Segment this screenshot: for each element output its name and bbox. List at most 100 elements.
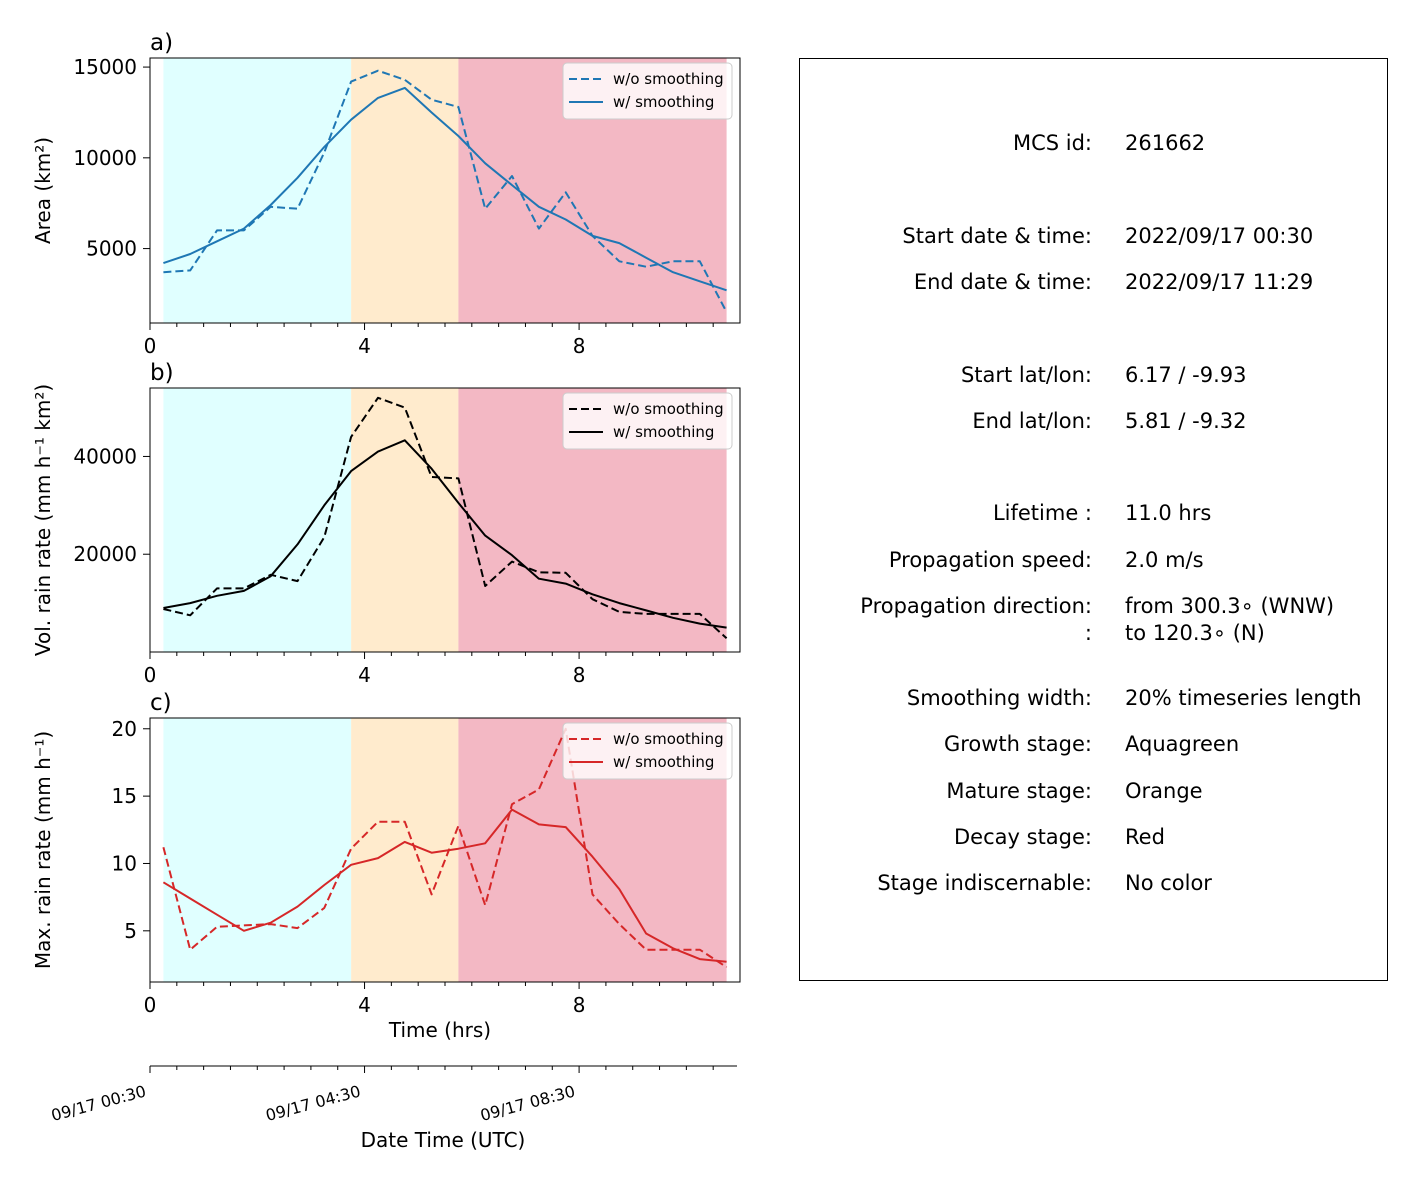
panel-b: 20000 40000 0 4 8 b) Vol. rain rate (mm h⁻¹ km…	[31, 360, 741, 687]
legend-box	[562, 392, 733, 450]
info-row: End date & time: 2022/09/17 11:29	[800, 270, 1387, 300]
date-tick-label: 09/17 08:30	[478, 1082, 577, 1126]
legend-box	[562, 62, 733, 120]
info-label: Start lat/lon:	[960, 363, 1092, 387]
y-axis-label: Area (km²)	[31, 137, 55, 244]
info-value: 6.17 / -9.93	[1125, 363, 1247, 387]
series-group	[163, 396, 728, 640]
info-label: End date & time:	[913, 270, 1092, 294]
info-value: 261662	[1125, 131, 1206, 155]
info-value: to 120.3∘ (N)	[1125, 621, 1265, 645]
info-value: Red	[1125, 825, 1165, 849]
info-value: 20% timeseries length	[1125, 686, 1362, 710]
y-tick-label: 20	[112, 717, 137, 741]
legend-label: w/o smoothing	[613, 400, 724, 418]
info-row: : to 120.3∘ (N)	[800, 621, 1387, 651]
x-tick-label: 4	[358, 993, 371, 1017]
panel-a: 5000 10000 15000 0 4 8 a) Area (km²) w/o smoothi…	[31, 30, 741, 358]
x-tick-label: 0	[144, 993, 157, 1017]
info-row: End lat/lon: 5.81 / -9.32	[800, 409, 1387, 439]
series-group	[163, 69, 728, 313]
info-label: :	[1084, 621, 1092, 645]
panel-label: a)	[150, 30, 173, 56]
series-line-unsmoothed	[163, 69, 728, 313]
legend: w/o smoothing w/ smoothing	[562, 62, 733, 120]
stage-band-mature	[351, 388, 459, 652]
info-value: 2.0 m/s	[1125, 548, 1204, 572]
info-row: Lifetime : 11.0 hrs	[800, 501, 1387, 531]
info-label: Start date & time:	[902, 224, 1092, 248]
info-label: Smoothing width:	[906, 686, 1092, 710]
info-value: Orange	[1125, 779, 1203, 803]
legend-label: w/o smoothing	[613, 730, 724, 748]
y-tick-label: 10000	[73, 146, 137, 170]
info-label: Mature stage:	[946, 779, 1092, 803]
x-tick-label: 4	[358, 334, 371, 358]
series-line-unsmoothed	[162, 727, 728, 969]
x-tick-label: 4	[358, 663, 371, 687]
stage-band-growth	[163, 388, 352, 652]
stage-band-mature	[351, 718, 459, 982]
y-tick-label: 5	[124, 919, 137, 943]
info-row: MCS id: 261662	[800, 131, 1387, 161]
info-row: Start lat/lon: 6.17 / -9.93	[800, 363, 1387, 393]
info-label: Lifetime :	[992, 501, 1092, 525]
y-tick-label: 5000	[86, 237, 137, 261]
info-value: from 300.3∘ (WNW)	[1125, 594, 1335, 618]
x-tick-label: 8	[573, 993, 586, 1017]
x-tick-label: 0	[144, 663, 157, 687]
series-line-unsmoothed	[163, 396, 728, 640]
x-tick-label: 8	[573, 334, 586, 358]
stage-band-mature	[351, 58, 459, 323]
info-row: Mature stage: Orange	[800, 779, 1387, 809]
stage-band-growth	[163, 58, 352, 323]
info-row: Propagation speed: 2.0 m/s	[800, 548, 1387, 578]
x-tick-label: 0	[144, 334, 157, 358]
info-row: Decay stage: Red	[800, 825, 1387, 855]
legend-label: w/ smoothing	[613, 753, 714, 771]
info-label: Growth stage:	[943, 732, 1092, 756]
info-row: Start date & time: 2022/09/17 00:30	[800, 224, 1387, 254]
y-tick-label: 20000	[73, 542, 137, 566]
series-line-smoothed	[163, 439, 727, 629]
legend-box	[562, 722, 733, 780]
x-axis-label: Time (hrs)	[388, 1018, 491, 1042]
y-tick-label: 15	[112, 784, 137, 808]
info-row: Smoothing width: 20% timeseries length	[800, 686, 1387, 716]
info-label: Decay stage:	[954, 825, 1092, 849]
info-value: 2022/09/17 00:30	[1125, 224, 1314, 248]
legend: w/o smoothing w/ smoothing	[562, 722, 733, 780]
x-tick-label: 8	[573, 663, 586, 687]
info-label: MCS id:	[1012, 131, 1092, 155]
mcs-info-panel: MCS id: 261662 Start date & time: 2022/09/1…	[799, 58, 1388, 981]
info-value: No color	[1125, 871, 1212, 895]
series-line-smoothed	[162, 808, 727, 963]
date-axis-label: Date Time (UTC)	[361, 1128, 526, 1152]
legend-label: w/ smoothing	[613, 93, 714, 111]
info-value: 5.81 / -9.32	[1125, 409, 1247, 433]
date-tick-label: 09/17 04:30	[264, 1082, 363, 1126]
info-row: Propagation direction: from 300.3∘ (WNW)	[800, 594, 1387, 624]
legend-label: w/o smoothing	[613, 70, 724, 88]
legend: w/o smoothing w/ smoothing	[562, 392, 733, 450]
info-label: End lat/lon:	[972, 409, 1092, 433]
panel-c: 5 10 15 20 0 4 8 c) Max. rain rate (mm h⁻¹) Time …	[31, 690, 741, 1042]
y-tick-label: 15000	[73, 55, 137, 79]
info-value: 2022/09/17 11:29	[1125, 270, 1314, 294]
info-value: 11.0 hrs	[1125, 501, 1212, 525]
info-row: Growth stage: Aquagreen	[800, 732, 1387, 762]
series-group	[162, 727, 728, 969]
series-line-smoothed	[163, 86, 727, 292]
y-tick-label: 10	[112, 851, 137, 875]
info-value: Aquagreen	[1125, 732, 1240, 756]
panel-label: b)	[150, 360, 174, 386]
y-tick-label: 40000	[73, 444, 137, 468]
info-label: Propagation direction:	[860, 594, 1092, 618]
stage-band-growth	[163, 718, 352, 982]
date-tick-label: 09/17 00:30	[49, 1082, 148, 1126]
info-label: Propagation speed:	[888, 548, 1092, 572]
info-label: Stage indiscernable:	[877, 871, 1092, 895]
y-axis-label: Vol. rain rate (mm h⁻¹ km²)	[31, 384, 55, 656]
